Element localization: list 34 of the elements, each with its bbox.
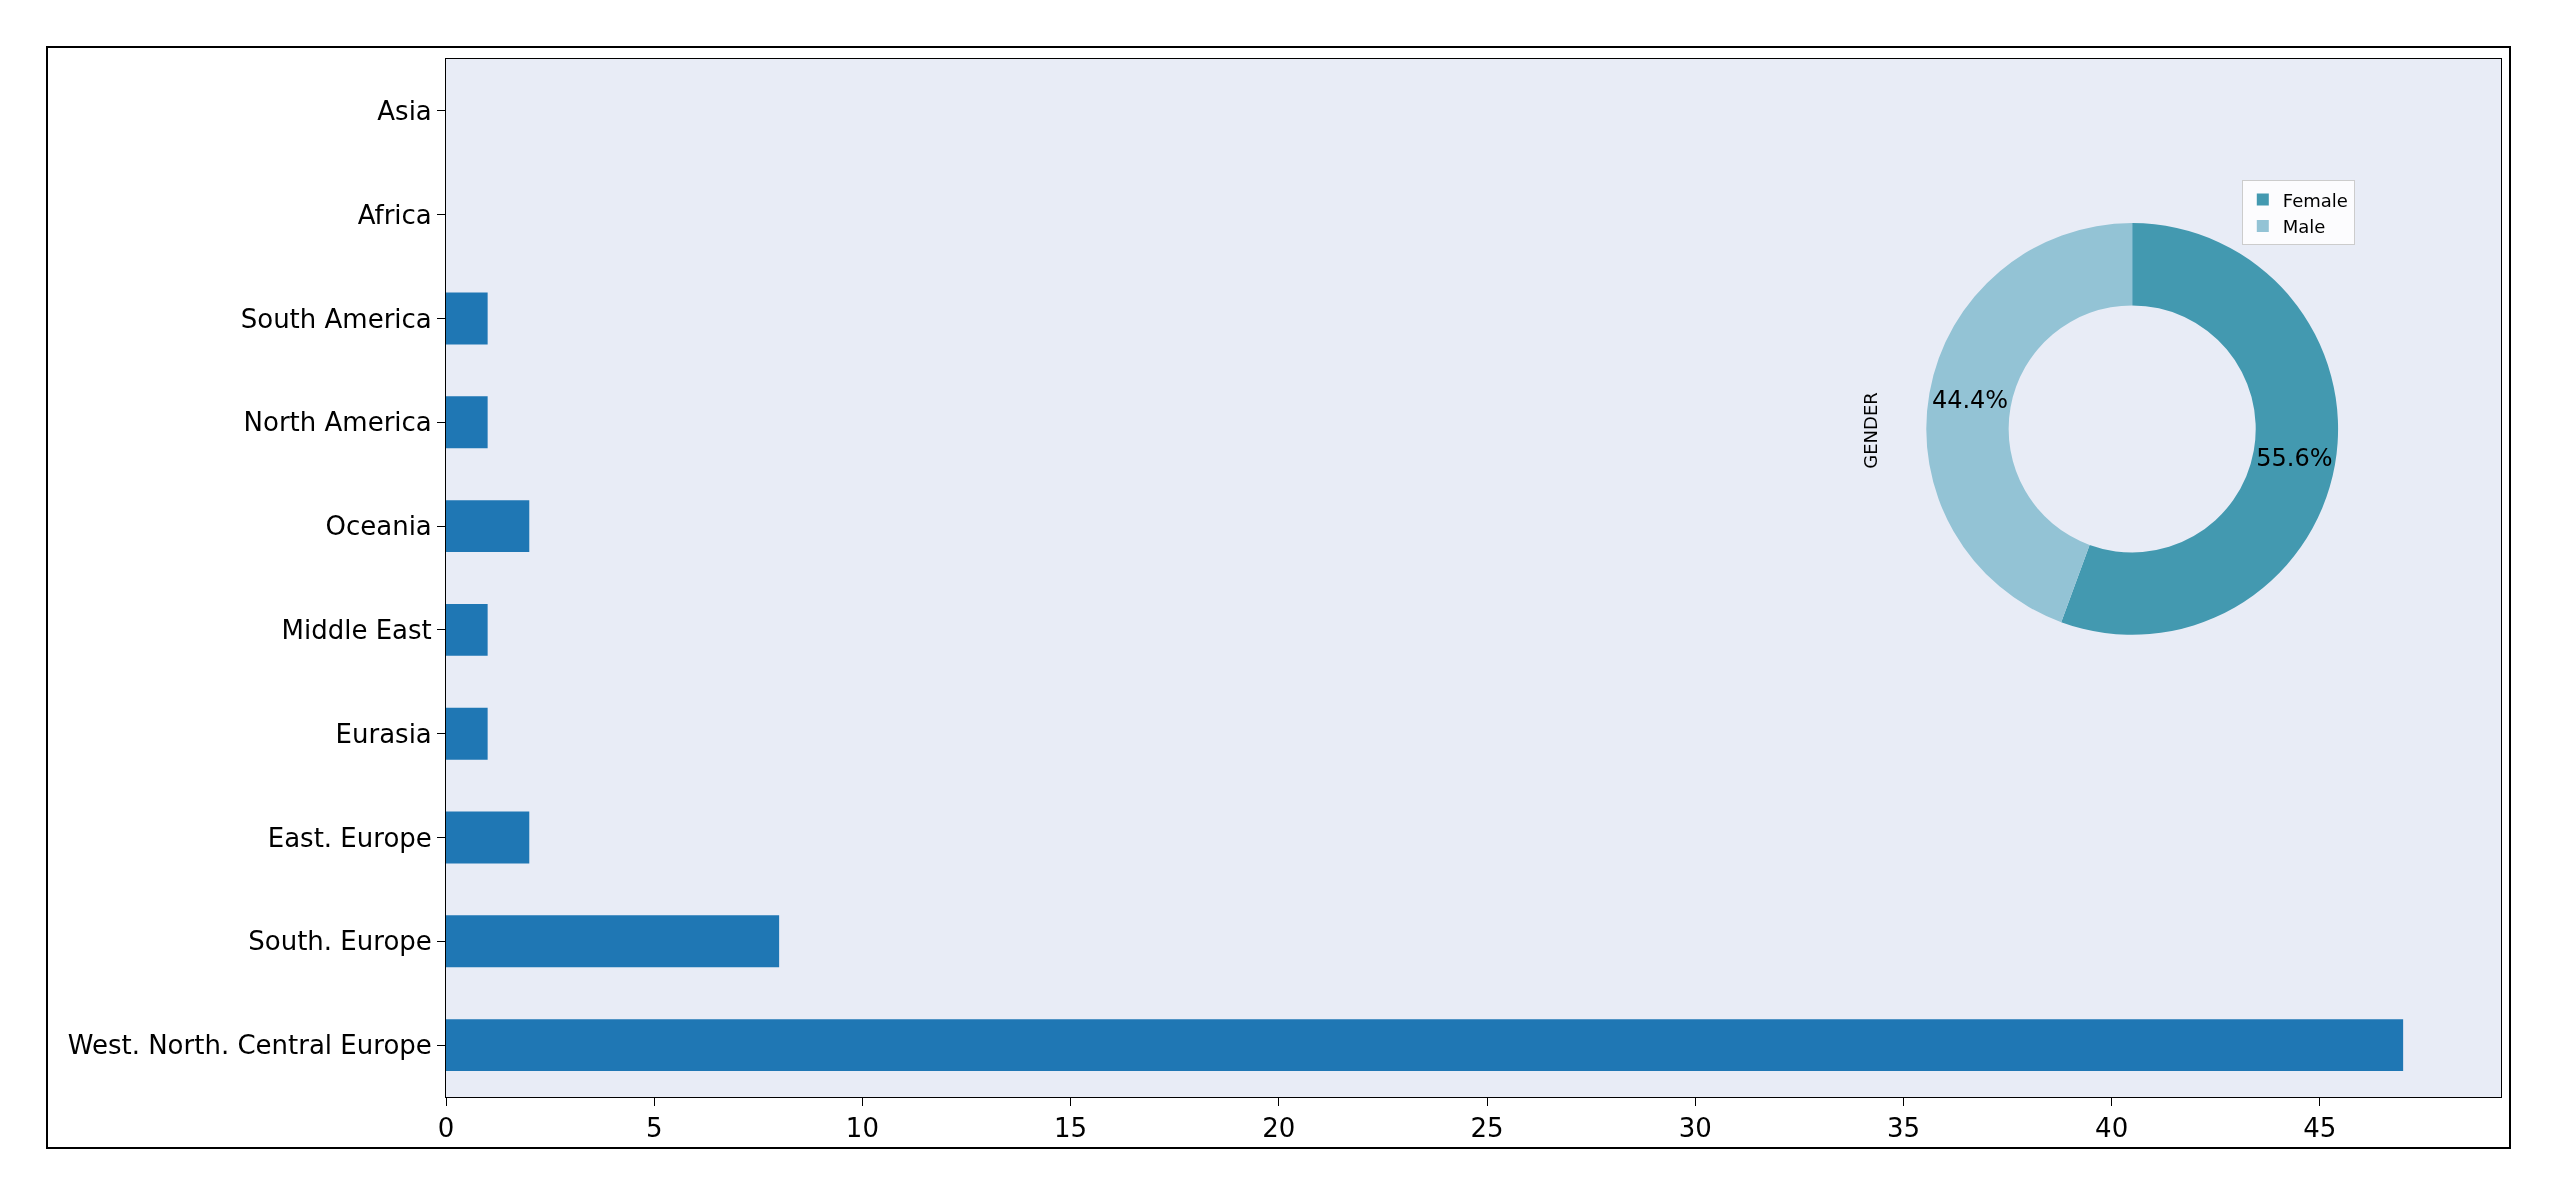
bar xyxy=(446,707,488,760)
y-tick-label: West. North. Central Europe xyxy=(67,1030,432,1061)
x-tick-label: 5 xyxy=(645,1113,663,1144)
y-tick-label: Asia xyxy=(377,96,432,126)
bar xyxy=(446,603,488,656)
legend-label: Male xyxy=(2282,216,2326,238)
x-tick-label: 25 xyxy=(1470,1113,1504,1144)
bar xyxy=(446,292,488,345)
y-tick-label: South America xyxy=(240,303,432,334)
x-tick-label: 30 xyxy=(1678,1113,1712,1144)
x-tick-label: 20 xyxy=(1262,1113,1296,1144)
donut-slice xyxy=(1926,223,2133,623)
y-tick-label: South. Europe xyxy=(248,926,432,957)
text: GENDER xyxy=(1859,392,1881,469)
bar xyxy=(446,500,530,553)
x-tick-label: 15 xyxy=(1054,1113,1088,1144)
x-tick-label: 40 xyxy=(2095,1113,2129,1144)
y-tick-label: Oceania xyxy=(325,511,432,542)
bar xyxy=(446,811,530,864)
x-tick-label: 35 xyxy=(1886,1113,1920,1144)
legend-label: Female xyxy=(2282,189,2348,211)
data-label: 44.4% xyxy=(1931,386,2009,415)
x-tick-label: 45 xyxy=(2303,1113,2337,1144)
y-tick-label: North America xyxy=(243,407,432,438)
y-tick-label: Middle East xyxy=(281,615,432,645)
y-tick-label: Eurasia xyxy=(335,718,432,749)
bar xyxy=(446,396,488,449)
data-label: 55.6% xyxy=(2256,443,2333,472)
bar xyxy=(446,1019,2404,1072)
y-tick-label: Africa xyxy=(357,199,432,230)
bar xyxy=(446,915,780,968)
y-tick-label: East. Europe xyxy=(267,822,432,853)
x-tick-label: 0 xyxy=(437,1113,455,1144)
x-tick-label: 10 xyxy=(845,1113,879,1144)
